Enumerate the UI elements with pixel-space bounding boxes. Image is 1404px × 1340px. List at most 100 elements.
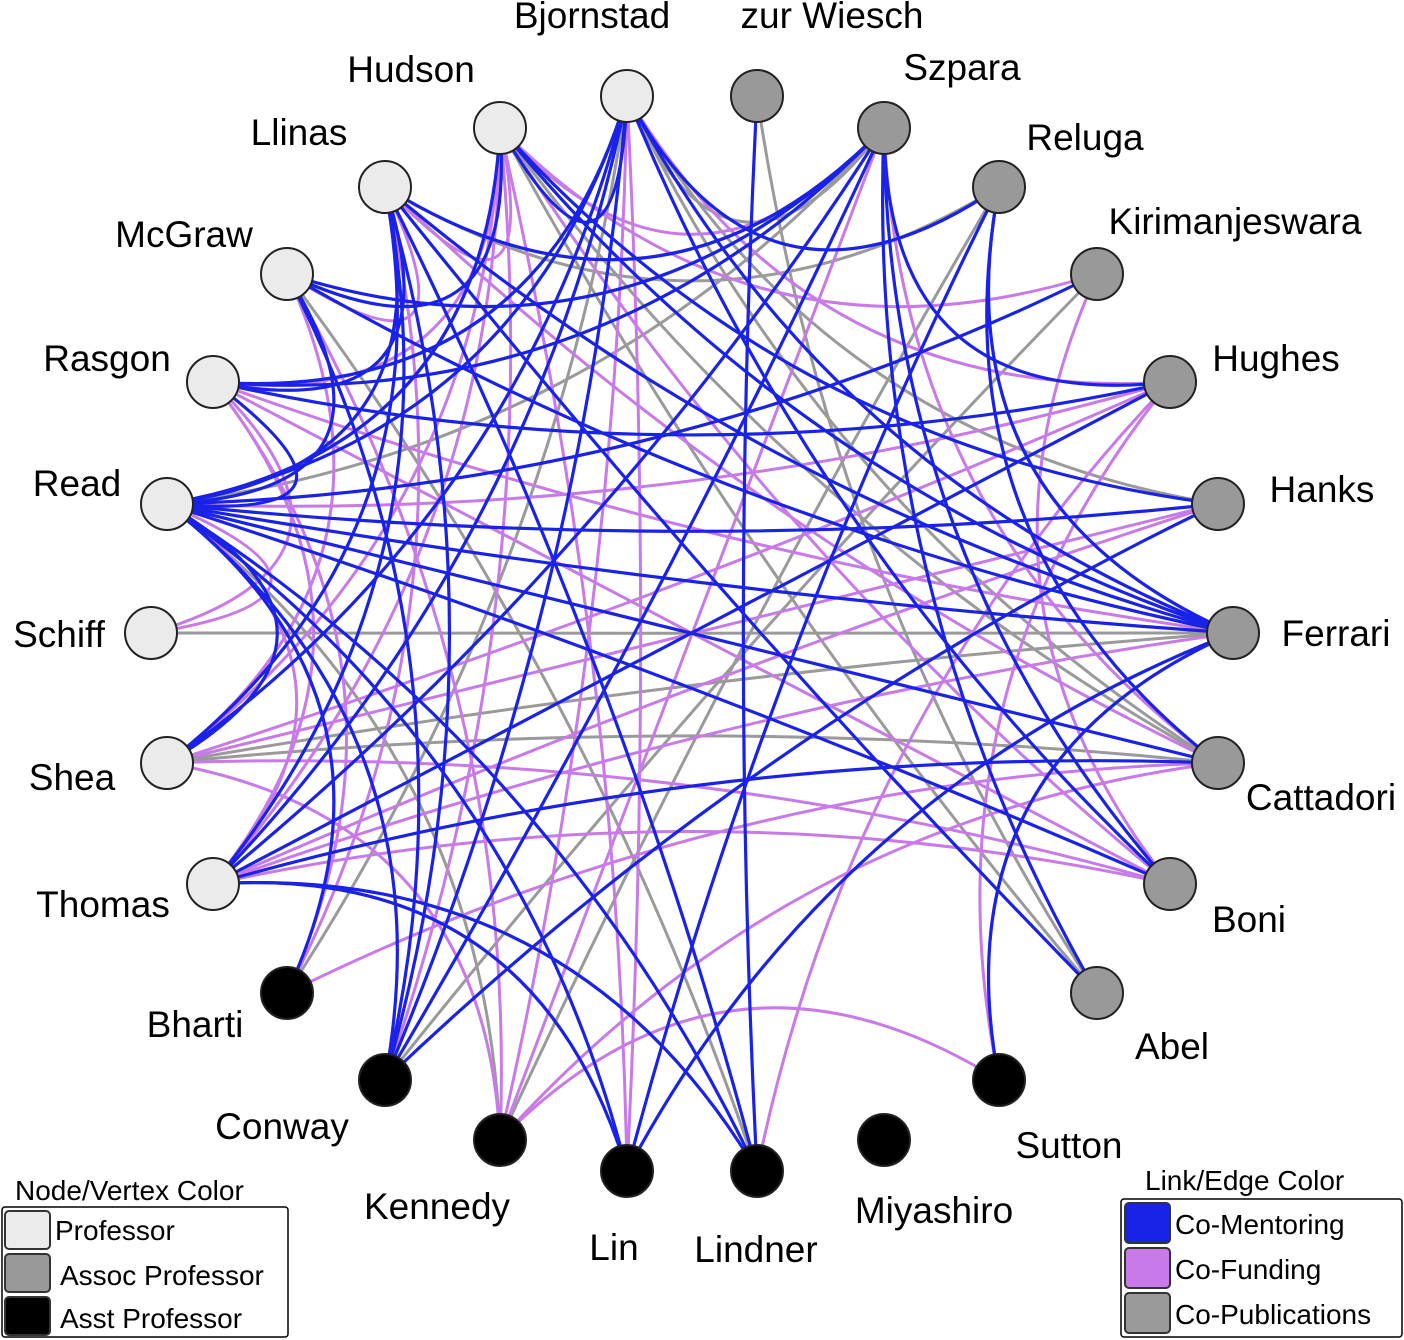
edge-thomas-hudson	[211, 127, 502, 885]
edge-hughes-shea	[166, 380, 1171, 765]
edge-rasgon-llinas	[212, 186, 406, 392]
node-szpara	[857, 101, 911, 155]
edge-hanks-read	[166, 502, 1219, 533]
legend-label-asst-professor: Asst Professor	[60, 1303, 242, 1334]
edge-reluga-cattadori	[985, 186, 1219, 765]
edge-bjornstad-cattadori	[625, 95, 1219, 765]
edge-cattadori-bharti	[286, 761, 1219, 995]
label-thomas: Thomas	[36, 884, 170, 925]
label-hughes: Hughes	[1212, 338, 1340, 379]
node-kennedy	[473, 1113, 527, 1167]
edges-layer	[150, 95, 1234, 1172]
edge-read-llinas	[166, 186, 399, 506]
edge-abel-hudson	[498, 127, 1099, 994]
edge-boni-read	[166, 502, 1171, 886]
label-conway: Conway	[215, 1106, 349, 1147]
label-cattadori: Cattadori	[1246, 777, 1396, 818]
edge-legend: Link/Edge Color Co-Mentoring Co-Funding …	[1120, 1165, 1403, 1338]
label-rasgon: Rasgon	[43, 338, 171, 379]
label-zurwiesch: zur Wiesch	[741, 0, 924, 36]
node-reluga	[972, 160, 1026, 214]
edge-lin-read	[166, 502, 629, 1172]
edge-sutton-hughes	[978, 381, 1172, 1081]
edge-szpara-abel	[881, 127, 1099, 994]
edge-thomas-rasgon	[211, 381, 315, 885]
node-boni	[1143, 857, 1197, 911]
edge-boni-thomas	[212, 830, 1171, 886]
legend-swatch-co-publications	[1124, 1292, 1171, 1334]
label-reluga: Reluga	[1026, 117, 1144, 158]
edge-legend-title: Link/Edge Color	[1145, 1165, 1344, 1196]
label-sutton: Sutton	[1016, 1125, 1123, 1166]
edge-zurwiesch-abel	[755, 95, 1099, 994]
edge-boni-hudson	[498, 127, 1171, 886]
node-ferrari	[1206, 606, 1260, 660]
edge-bjornstad-kennedy	[498, 95, 629, 1141]
edge-ferrari-thomas	[212, 631, 1234, 886]
edge-cattadori-read	[166, 502, 1219, 765]
label-ferrari: Ferrari	[1282, 613, 1391, 654]
edge-reluga-lin	[625, 186, 1001, 1172]
node-hughes	[1143, 355, 1197, 409]
edge-szpara-mcgraw	[286, 126, 886, 309]
node-legend-box	[1, 1206, 289, 1338]
edge-read-rasgon	[166, 380, 299, 508]
edge-lin-thomas	[212, 881, 629, 1172]
label-hudson: Hudson	[347, 49, 475, 90]
legend-label-assoc-professor: Assoc Professor	[60, 1260, 264, 1291]
edge-llinas-hudson	[383, 127, 513, 262]
edge-hughes-read	[166, 380, 1171, 508]
edge-read-hudson	[166, 127, 502, 506]
legend-label-professor: Professor	[55, 1215, 175, 1246]
edge-conway-mcgraw	[285, 273, 421, 1081]
label-kennedy: Kennedy	[364, 1186, 511, 1227]
node-miyashiro	[857, 1113, 911, 1167]
edge-mcgraw-hudson	[286, 127, 503, 309]
label-mcgraw: McGraw	[115, 214, 253, 255]
node-llinas	[358, 160, 412, 214]
label-szpara: Szpara	[903, 47, 1021, 88]
legend-label-co-funding: Co-Funding	[1175, 1254, 1321, 1285]
edge-ferrari-mcgraw	[286, 272, 1234, 635]
edge-lindner-llinas	[383, 186, 759, 1172]
edge-kirimanjeswara-read	[166, 272, 1098, 506]
label-hanks: Hanks	[1270, 469, 1375, 510]
edge-szpara-read	[166, 126, 886, 506]
legend-swatch-professor	[4, 1210, 51, 1250]
edge-lin-hudson	[498, 127, 629, 1172]
edge-legend-box	[1120, 1198, 1403, 1338]
node-mcgraw	[260, 247, 314, 301]
edge-schiff-read	[150, 502, 273, 635]
edge-ferrari-lin	[625, 631, 1234, 1172]
node-conway	[358, 1053, 412, 1107]
node-thomas	[186, 857, 240, 911]
node-kirimanjeswara	[1070, 247, 1124, 301]
node-hanks	[1191, 477, 1245, 531]
edge-bjornstad-rasgon	[212, 95, 629, 386]
label-bjornstad: Bjornstad	[514, 0, 670, 36]
node-schiff	[124, 606, 178, 660]
edge-sutton-kennedy	[498, 1006, 1000, 1142]
legend-swatch-asst-professor	[4, 1296, 51, 1336]
legend-swatch-assoc-professor	[4, 1253, 51, 1293]
edge-rasgon-hudson	[212, 127, 502, 387]
edge-zurwiesch-lindner	[741, 95, 759, 1172]
edge-bjornstad-boni	[625, 95, 1172, 886]
edge-kirimanjeswara-conway	[383, 272, 1099, 1081]
edge-cattadori-thomas	[212, 759, 1219, 886]
label-miyashiro: Miyashiro	[855, 1190, 1013, 1231]
edge-kennedy-shea	[166, 761, 502, 1141]
edge-bjornstad-shea	[166, 95, 629, 765]
edge-hanks-hudson	[498, 126, 1219, 506]
node-shea	[140, 736, 194, 790]
edge-ferrari-read	[166, 502, 1234, 635]
edge-cattadori-hudson	[498, 127, 1219, 765]
node-sutton	[972, 1053, 1026, 1107]
node-rasgon	[186, 355, 240, 409]
label-boni: Boni	[1212, 899, 1286, 940]
node-legend-title: Node/Vertex Color	[15, 1175, 244, 1206]
edge-abel-llinas	[383, 186, 1099, 995]
label-schiff: Schiff	[13, 614, 106, 655]
